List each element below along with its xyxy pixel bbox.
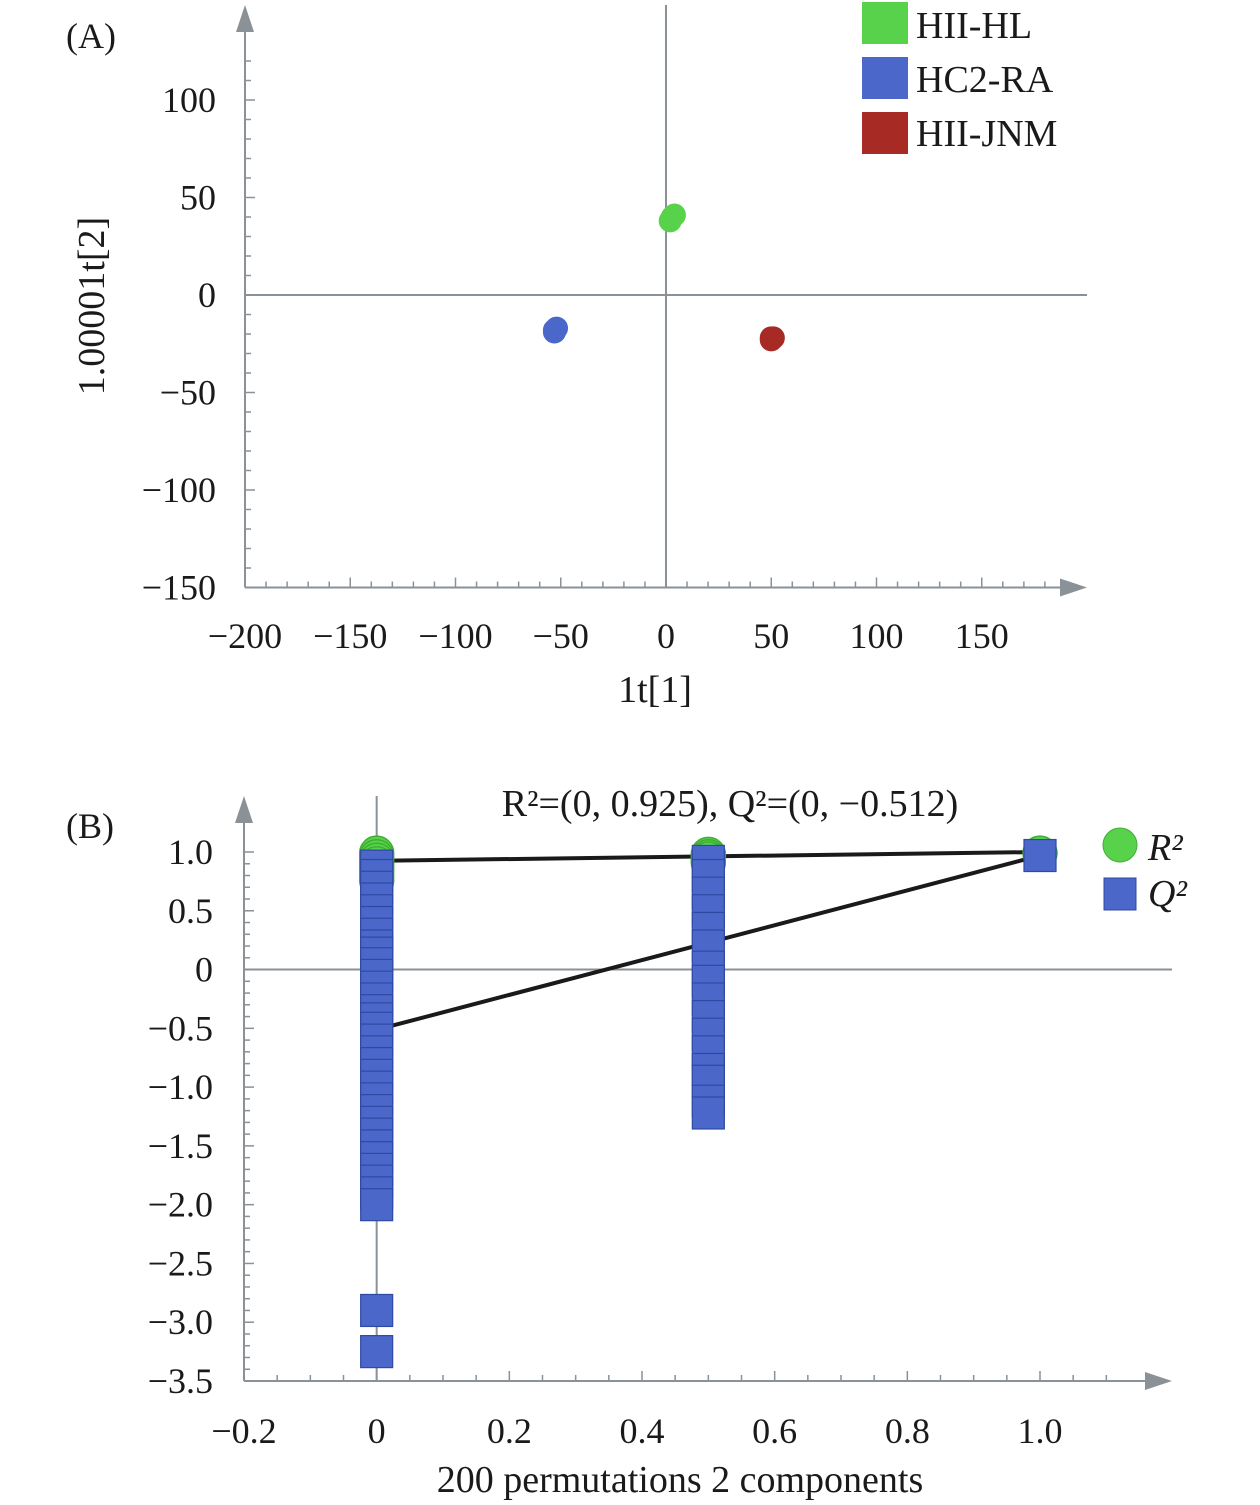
- legend-swatch-hc2-ra: [862, 57, 908, 99]
- panel-a-y-tick-label: −150: [142, 568, 216, 608]
- panel-a-y-tick-label: 50: [180, 178, 216, 218]
- panel-a-x-axis-title: 1t[1]: [618, 669, 692, 711]
- panel-b-x-tick-label: 0.2: [487, 1411, 532, 1451]
- panel-a-points: [542, 203, 785, 352]
- panel-b-y-tick-label: −1.5: [148, 1126, 213, 1166]
- panel-a-y-tick-label: 100: [162, 80, 216, 120]
- panel-b-y-axis-arrow: [235, 796, 253, 823]
- legend-label-hii-hl: HII-HL: [916, 5, 1032, 47]
- panel-a-x-tick-label: 50: [753, 616, 789, 656]
- panel-a-x-tick-label: 0: [657, 616, 675, 656]
- panel-a-legend: HII-HL HC2-RA HII-JNM: [862, 2, 1057, 155]
- panel-b-y-tick-label: 0.5: [168, 891, 213, 931]
- legend-marker-r2: [1102, 827, 1138, 863]
- panel-b-title: R²=(0, 0.925), Q²=(0, −0.512): [502, 783, 958, 825]
- panel-a: (A) −200 −150 −100 −50 0 50 100 150 100 50 0 −50 −1…: [66, 2, 1087, 711]
- panel-a-x-tick-label: −100: [418, 616, 492, 656]
- panel-b-x-tick-label: 0: [368, 1411, 386, 1451]
- legend-label-hc2-ra: HC2-RA: [916, 59, 1054, 101]
- panel-a-x-axis-arrow: [1060, 578, 1087, 597]
- point-hii-hl: [662, 203, 686, 227]
- panel-a-x-tick-label: 150: [955, 616, 1009, 656]
- panel-b-x-tick-label: 0.6: [752, 1411, 797, 1451]
- panel-b-x-axis-title: 200 permutations 2 components: [437, 1459, 924, 1501]
- panel-a-x-tick-label: −200: [208, 616, 282, 656]
- panel-b-x-ticks: −0.2 0 0.2 0.4 0.6 0.8 1.0: [211, 1411, 1062, 1451]
- legend-swatch-hii-jnm: [862, 112, 908, 154]
- point-q2: [1023, 838, 1057, 873]
- panel-b-points: [358, 835, 1058, 1369]
- panel-b-y-tick-label: −3.5: [148, 1361, 213, 1401]
- point-q2: [360, 1335, 394, 1369]
- panel-b-x-tick-label: 1.0: [1018, 1411, 1063, 1451]
- panel-b-x-tick-label: −0.2: [211, 1411, 276, 1451]
- panel-b: (B) R²=(0, 0.925), Q²=(0, −0.512) −0.2 0 0…: [66, 783, 1187, 1501]
- point-q2: [691, 1096, 725, 1130]
- panel-a-y-tick-label: 0: [198, 275, 216, 315]
- panel-b-y-tick-label: −0.5: [148, 1008, 213, 1048]
- legend-label-r2: R²: [1147, 827, 1183, 869]
- panel-b-x-tick-label: 0.4: [620, 1411, 665, 1451]
- panel-b-label: (B): [66, 806, 114, 846]
- panel-a-x-tick-label: −50: [533, 616, 589, 656]
- panel-a-y-axis-arrow: [236, 5, 254, 32]
- point-hii-jnm: [759, 328, 783, 352]
- panel-b-y-tick-label: −2.0: [148, 1185, 213, 1225]
- panel-b-x-axis-arrow: [1145, 1372, 1172, 1390]
- panel-a-x-tick-label: −150: [313, 616, 387, 656]
- point-q2: [360, 1188, 394, 1222]
- legend-marker-q2: [1103, 877, 1137, 911]
- legend-label-hii-jnm: HII-JNM: [916, 113, 1057, 155]
- panel-b-y-tick-label: −1.0: [148, 1067, 213, 1107]
- panel-b-x-tick-label: 0.8: [885, 1411, 930, 1451]
- panel-b-y-tick-label: 0: [195, 950, 213, 990]
- panel-a-y-ticks: 100 50 0 −50 −100 −150: [142, 80, 216, 608]
- point-q2: [360, 1293, 394, 1328]
- panel-a-axes: [236, 5, 1087, 597]
- panel-b-y-tick-label: 1.0: [168, 832, 213, 872]
- panel-a-x-tick-label: 100: [850, 616, 904, 656]
- panel-a-y-tick-label: −50: [160, 373, 216, 413]
- legend-label-q2: Q²: [1148, 873, 1187, 915]
- panel-a-x-ticks: −200 −150 −100 −50 0 50 100 150: [208, 616, 1009, 656]
- panel-a-y-axis-title: 1.00001t[2]: [71, 217, 113, 395]
- legend-swatch-hii-hl: [862, 2, 908, 44]
- panel-b-y-ticks: 1.0 0.5 0 −0.5 −1.0 −1.5 −2.0 −2.5 −3.0 −3.5: [148, 832, 213, 1401]
- panel-a-label: (A): [66, 16, 116, 56]
- panel-a-y-tick-label: −100: [142, 470, 216, 510]
- point-hc2-ra: [542, 320, 566, 344]
- panel-b-legend: R² Q²: [1102, 827, 1187, 915]
- panel-b-y-tick-label: −2.5: [148, 1243, 213, 1283]
- panel-b-y-tick-label: −3.0: [148, 1302, 213, 1342]
